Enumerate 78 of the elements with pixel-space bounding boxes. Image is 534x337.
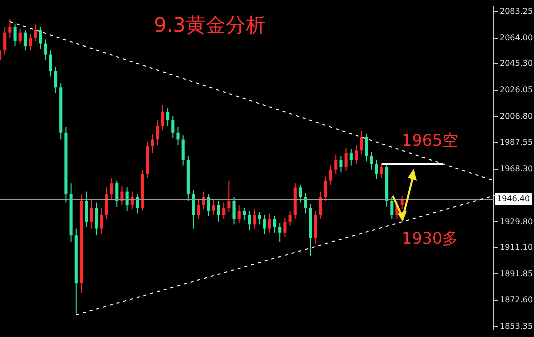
y-tick-label: 2006.80 (500, 112, 534, 121)
candlestick (151, 134, 154, 154)
candlestick (105, 187, 108, 220)
candlestick (228, 180, 231, 213)
candlestick (14, 24, 17, 48)
candlestick (365, 134, 368, 162)
y-tick-label: 1853.35 (500, 322, 534, 332)
y-tick-label: 1987.55 (500, 138, 534, 148)
candlestick (278, 222, 282, 243)
candlestick (238, 205, 241, 224)
candlestick (95, 202, 98, 236)
candlestick (8, 18, 12, 39)
candlestick (212, 200, 216, 216)
candlestick (18, 28, 22, 44)
y-tick-label: 2083.25 (500, 7, 534, 16)
y-tick-label: 1872.60 (500, 296, 534, 305)
candlestick (182, 135, 185, 166)
candlestick (192, 190, 196, 230)
candlestick (161, 104, 164, 131)
y-tick-label: 2064.00 (500, 33, 534, 42)
candlestick (222, 202, 226, 220)
candlestick (242, 208, 246, 222)
candlestick (207, 194, 210, 217)
candlestick (288, 210, 292, 227)
candlestick (172, 116, 175, 139)
candlestick (340, 156, 343, 174)
candlestick (120, 186, 124, 206)
candlestick (284, 217, 287, 238)
candlestick (166, 108, 170, 127)
candlestick (126, 187, 129, 212)
candlestick (319, 191, 322, 220)
y-tick-label: 1911.10 (500, 242, 534, 252)
y-tick-label: 1929.80 (500, 217, 534, 226)
candlestick (39, 26, 42, 50)
candlestick (232, 196, 236, 226)
y-tick-label: 2026.05 (500, 85, 534, 94)
annotation: 1965空 (402, 131, 459, 150)
annotation: 1930多 (402, 229, 459, 248)
candlestick (273, 216, 277, 234)
candlestick (176, 126, 180, 146)
candlestick (370, 152, 374, 170)
candlestick (344, 147, 348, 172)
candlestick (253, 209, 256, 230)
y-tick-label: 1968.30 (500, 164, 534, 174)
chart-title: 9.3黄金分析 (154, 13, 266, 38)
candlestick (380, 162, 384, 179)
candlestick (197, 200, 200, 220)
candlestick (100, 208, 104, 235)
candlestick (156, 120, 160, 146)
candlestick (248, 210, 252, 231)
candlestick (258, 212, 262, 226)
candlestick (44, 39, 48, 61)
candlestick (34, 24, 38, 42)
ref-line-label: 1946.40 (497, 194, 530, 204)
candlestick (85, 191, 88, 228)
candlestick (263, 214, 266, 235)
candlestick (314, 210, 318, 244)
candlestick (390, 196, 394, 220)
y-tick-label: 2045.30 (500, 59, 534, 68)
candlestick (334, 154, 338, 174)
candlestick (375, 160, 378, 180)
candlestick (24, 30, 27, 52)
candlestick (110, 178, 114, 201)
candlestick (354, 144, 358, 165)
candlestick (4, 26, 7, 56)
candlestick (268, 213, 272, 234)
candlestick (116, 180, 119, 208)
candlestick (54, 66, 58, 94)
candlestick (90, 200, 94, 230)
candlestick (330, 165, 333, 186)
candlestick (298, 184, 302, 204)
candlestick (360, 131, 364, 156)
candlestick (217, 200, 221, 222)
candlestick (49, 50, 52, 78)
candlestick (324, 176, 328, 202)
candlestick (29, 34, 32, 52)
y-tick-label: 1891.85 (500, 269, 534, 278)
candlestick (350, 148, 353, 166)
